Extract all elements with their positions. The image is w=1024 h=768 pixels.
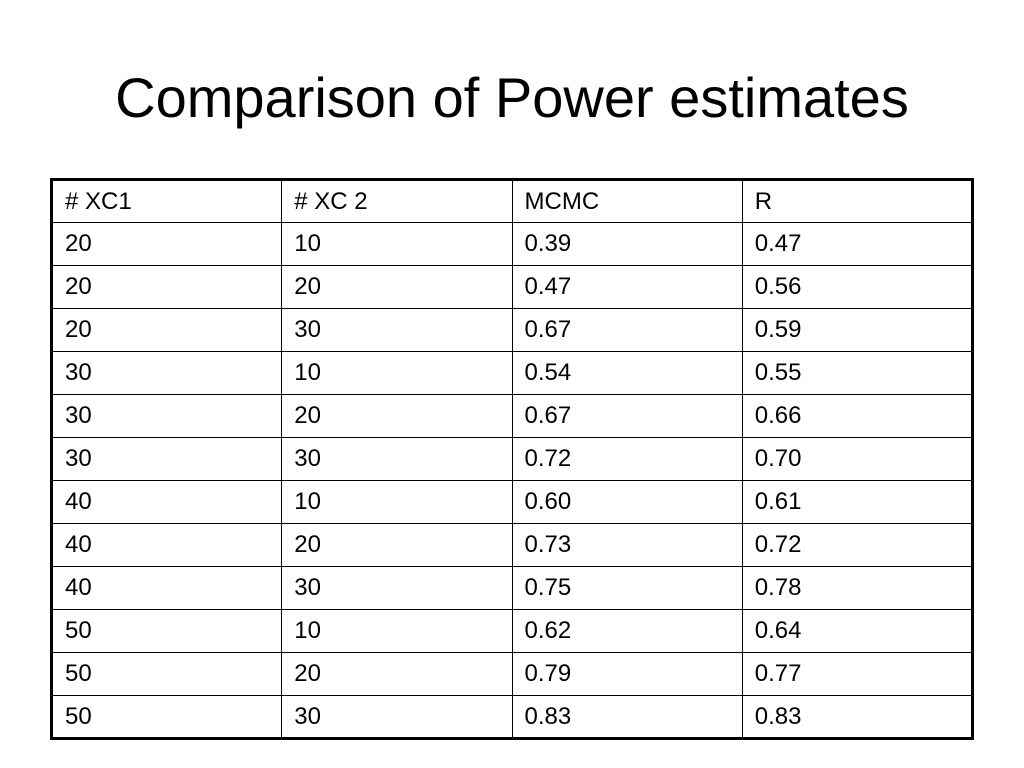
cell-xc1: 40 [50, 523, 283, 567]
cell-mcmc: 0.72 [511, 437, 743, 481]
header-cell-xc1: # XC1 [50, 179, 283, 223]
table-row: 20 10 0.39 0.47 [50, 222, 974, 266]
cell-xc1: 40 [50, 566, 283, 610]
cell-mcmc: 0.67 [511, 308, 743, 352]
header-cell-mcmc: MCMC [511, 179, 743, 223]
cell-mcmc: 0.79 [511, 652, 743, 696]
header-cell-xc2: # XC 2 [281, 179, 513, 223]
cell-xc2: 30 [281, 437, 513, 481]
cell-r: 0.70 [741, 437, 974, 481]
cell-xc2: 10 [281, 609, 513, 653]
cell-r: 0.59 [741, 308, 974, 352]
cell-xc2: 30 [281, 566, 513, 610]
cell-mcmc: 0.67 [511, 394, 743, 438]
cell-mcmc: 0.73 [511, 523, 743, 567]
cell-r: 0.64 [741, 609, 974, 653]
cell-xc2: 30 [281, 695, 513, 739]
table-body: # XC1 # XC 2 MCMC R 20 10 0.39 0.47 20 20 0.47 0.56… [50, 179, 974, 739]
cell-xc1: 20 [50, 265, 283, 309]
cell-xc1: 30 [50, 351, 283, 395]
cell-mcmc: 0.75 [511, 566, 743, 610]
cell-xc2: 20 [281, 265, 513, 309]
table-row: 20 20 0.47 0.56 [50, 265, 974, 309]
table-row: 50 20 0.79 0.77 [50, 652, 974, 696]
table-row: 30 30 0.72 0.70 [50, 437, 974, 481]
cell-xc1: 20 [50, 308, 283, 352]
cell-xc1: 50 [50, 695, 283, 739]
cell-xc2: 20 [281, 394, 513, 438]
cell-r: 0.66 [741, 394, 974, 438]
header-cell-r: R [741, 179, 974, 223]
table-row: 40 10 0.60 0.61 [50, 480, 974, 524]
cell-xc2: 10 [281, 351, 513, 395]
cell-xc2: 20 [281, 652, 513, 696]
cell-r: 0.83 [741, 695, 974, 739]
cell-xc1: 50 [50, 652, 283, 696]
cell-mcmc: 0.39 [511, 222, 743, 266]
table-header-row: # XC1 # XC 2 MCMC R [50, 179, 974, 223]
table-row: 50 30 0.83 0.83 [50, 695, 974, 739]
cell-xc2: 10 [281, 222, 513, 266]
table-row: 40 20 0.73 0.72 [50, 523, 974, 567]
cell-xc1: 30 [50, 437, 283, 481]
table-row: 30 10 0.54 0.55 [50, 351, 974, 395]
power-comparison-table: # XC1 # XC 2 MCMC R 20 10 0.39 0.47 20 20 0.47 0.56… [50, 178, 974, 740]
cell-r: 0.72 [741, 523, 974, 567]
cell-xc2: 30 [281, 308, 513, 352]
cell-r: 0.77 [741, 652, 974, 696]
table-row: 50 10 0.62 0.64 [50, 609, 974, 653]
cell-xc1: 20 [50, 222, 283, 266]
cell-mcmc: 0.60 [511, 480, 743, 524]
cell-mcmc: 0.83 [511, 695, 743, 739]
cell-mcmc: 0.47 [511, 265, 743, 309]
cell-xc1: 50 [50, 609, 283, 653]
table-row: 40 30 0.75 0.78 [50, 566, 974, 610]
cell-xc2: 20 [281, 523, 513, 567]
cell-r: 0.55 [741, 351, 974, 395]
cell-xc1: 40 [50, 480, 283, 524]
cell-r: 0.78 [741, 566, 974, 610]
table-row: 20 30 0.67 0.59 [50, 308, 974, 352]
cell-r: 0.61 [741, 480, 974, 524]
cell-r: 0.47 [741, 222, 974, 266]
cell-r: 0.56 [741, 265, 974, 309]
cell-mcmc: 0.62 [511, 609, 743, 653]
table-row: 30 20 0.67 0.66 [50, 394, 974, 438]
cell-xc2: 10 [281, 480, 513, 524]
cell-mcmc: 0.54 [511, 351, 743, 395]
cell-xc1: 30 [50, 394, 283, 438]
slide-title: Comparison of Power estimates [115, 66, 909, 129]
